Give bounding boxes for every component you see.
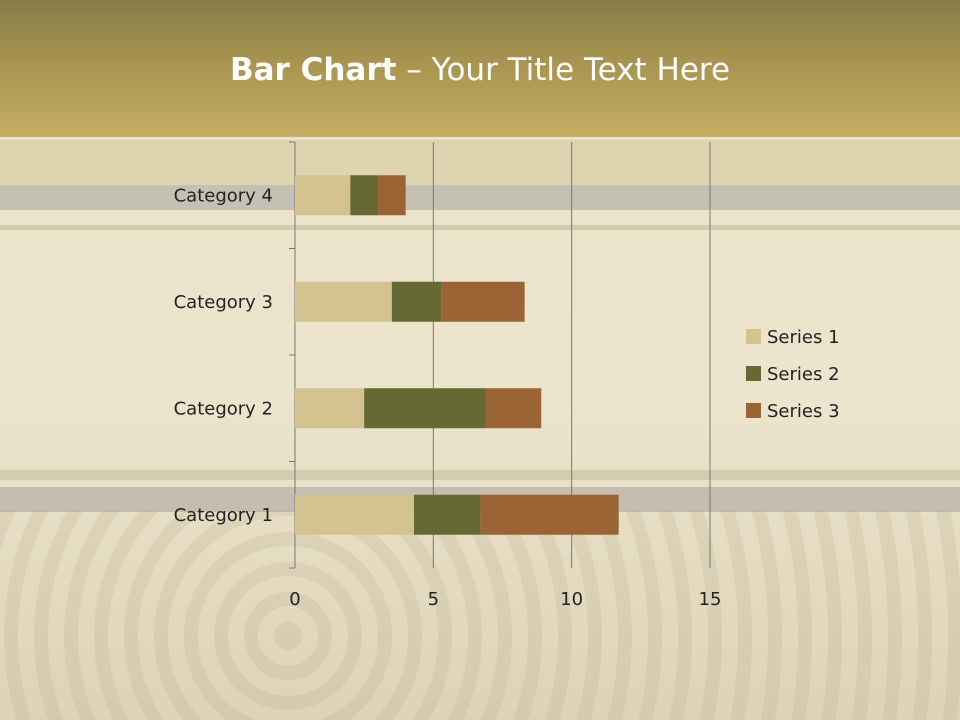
bar-2 [364,388,486,429]
legend-swatch [746,366,761,381]
x-tick-label: 15 [699,589,722,610]
bar-1 [295,281,392,322]
x-tick-label: 0 [289,589,300,610]
decor-stripe [0,140,960,185]
decor-stripe [0,185,960,210]
bar-3 [485,388,542,429]
x-tick-label: 5 [428,589,439,610]
floral-pattern [0,510,960,720]
category-label: Category 4 [174,185,273,206]
bar-3 [441,281,525,322]
legend-label: Series 2 [767,364,840,385]
category-label: Category 3 [174,292,273,313]
bar-1 [295,388,365,429]
slide-title: Bar Chart – Your Title Text Here [0,52,960,88]
bar-1 [295,175,351,216]
category-label: Category 2 [174,398,273,419]
decor-stripe [0,470,960,480]
category-label: Category 1 [174,505,273,526]
title-bold: Bar Chart [229,52,397,88]
bar-1 [295,494,414,535]
bar-2 [413,494,481,535]
legend-label: Series 1 [767,327,840,348]
legend-swatch [746,329,761,344]
legend-label: Series 3 [767,401,840,422]
bar-2 [391,281,442,322]
bar-3 [480,494,619,535]
decor-stripe [0,225,960,230]
title-rest: – Your Title Text Here [396,52,731,88]
bar-3 [378,175,406,216]
title-bar: Bar Chart – Your Title Text Here [0,0,960,137]
bar-2 [350,175,378,216]
x-tick-label: 10 [560,589,583,610]
legend-swatch [746,403,761,418]
